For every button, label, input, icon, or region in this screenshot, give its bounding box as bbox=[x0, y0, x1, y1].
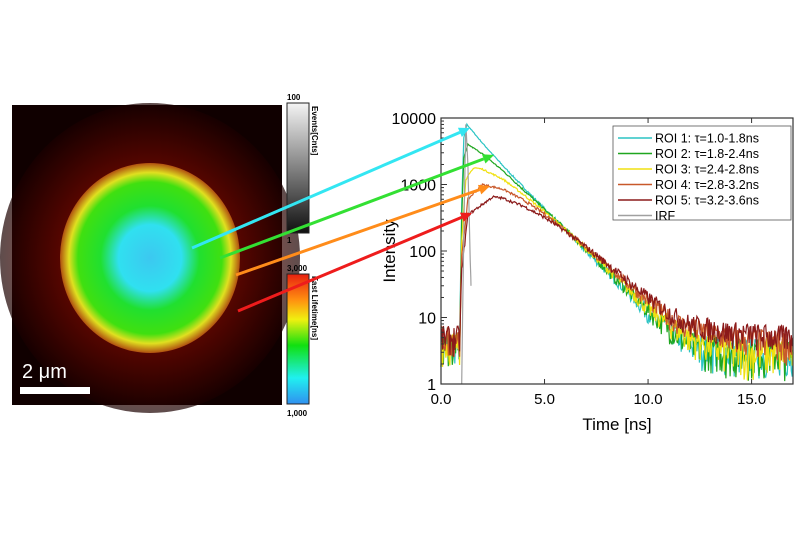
x-axis-label: Time [ns] bbox=[582, 415, 651, 434]
lifetime-min-label: 1,000 bbox=[287, 409, 308, 418]
y-tick-label: 1 bbox=[427, 377, 436, 394]
y-tick-label: 10 bbox=[418, 311, 436, 328]
arrow-head-icon bbox=[481, 154, 494, 164]
events-min-label: 1 bbox=[287, 236, 292, 245]
series-line-6 bbox=[461, 124, 472, 385]
lifetime-image: 2 μm bbox=[0, 103, 300, 413]
series-line-2 bbox=[440, 142, 794, 382]
y-tick-label: 100 bbox=[409, 244, 436, 261]
x-tick-label: 15.0 bbox=[737, 391, 766, 408]
scale-bar bbox=[20, 387, 90, 394]
y-axis-label: Intensity bbox=[380, 219, 399, 283]
x-tick-label: 0.0 bbox=[431, 391, 452, 408]
arrow-head-icon bbox=[459, 212, 472, 222]
events-max-label: 100 bbox=[287, 93, 301, 102]
roi-arrow-1 bbox=[191, 130, 461, 250]
arrow-head-icon bbox=[477, 184, 490, 195]
series-line-1 bbox=[440, 122, 794, 379]
lifetime-colorbar: 3,000 1,000 Fast Lifetime[ns] bbox=[286, 264, 319, 418]
legend-label: ROI 5: τ=3.2-3.6ns bbox=[655, 194, 759, 208]
lifetime-colorbar-label: Fast Lifetime[ns] bbox=[310, 276, 319, 340]
legend-label: ROI 1: τ=1.0-1.8ns bbox=[655, 132, 759, 146]
lifetime-max-label: 3,000 bbox=[287, 264, 308, 273]
y-tick-label: 10000 bbox=[392, 111, 437, 128]
scale-bar-label: 2 μm bbox=[22, 361, 67, 383]
arrow-head-icon bbox=[457, 127, 470, 137]
roi-arrows bbox=[191, 127, 494, 313]
legend-label: IRF bbox=[655, 209, 676, 223]
series-line-5 bbox=[440, 195, 794, 357]
roi-arrow-4 bbox=[237, 215, 463, 313]
roi-arrow-3 bbox=[235, 188, 481, 277]
x-tick-label: 5.0 bbox=[534, 391, 555, 408]
events-colorbar-label: Events[Cnts] bbox=[310, 106, 319, 156]
y-tick-label: 1000 bbox=[400, 178, 436, 195]
legend-label: ROI 2: τ=1.8-2.4ns bbox=[655, 147, 759, 161]
legend-label: ROI 4: τ=2.8-3.2ns bbox=[655, 178, 759, 192]
x-tick-label: 10.0 bbox=[633, 391, 662, 408]
legend-label: ROI 3: τ=2.4-2.8ns bbox=[655, 163, 759, 177]
roi-arrow-2 bbox=[219, 157, 485, 260]
